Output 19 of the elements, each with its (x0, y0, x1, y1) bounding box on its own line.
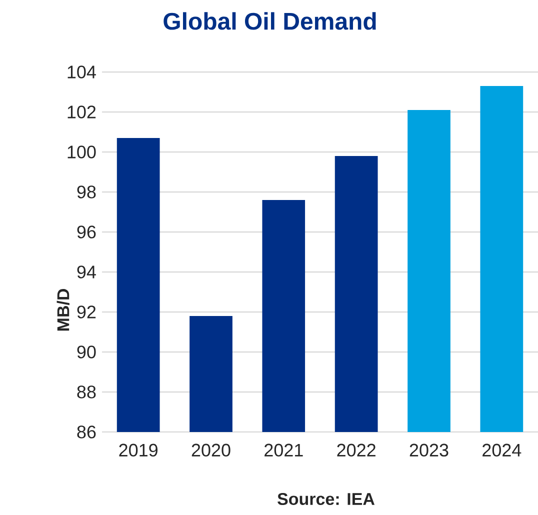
y-axis-title: MB/D (56, 289, 70, 331)
source-note: Source: IEA (278, 492, 375, 506)
y-tick-label: 94 (77, 266, 96, 278)
y-tick-label: 104 (68, 66, 96, 78)
y-tick-label: 92 (77, 306, 96, 318)
x-tick-label: 2021 (264, 444, 303, 457)
y-tick-label: 90 (77, 346, 96, 358)
y-tick-label: 86 (77, 426, 96, 438)
x-tick-label: 2020 (192, 444, 230, 457)
chart-title: Global Oil Demand (164, 12, 376, 30)
y-tick-label: 102 (68, 106, 96, 118)
y-tick-label: 88 (77, 386, 96, 398)
x-tick-label: 2022 (337, 444, 376, 457)
y-tick-label: 96 (77, 226, 96, 238)
x-tick-label: 2024 (482, 444, 522, 457)
y-tick-label: 98 (77, 186, 96, 198)
y-tick-label: 100 (68, 146, 96, 158)
x-tick-label: 2019 (119, 444, 158, 457)
x-tick-label: 2023 (410, 444, 448, 457)
